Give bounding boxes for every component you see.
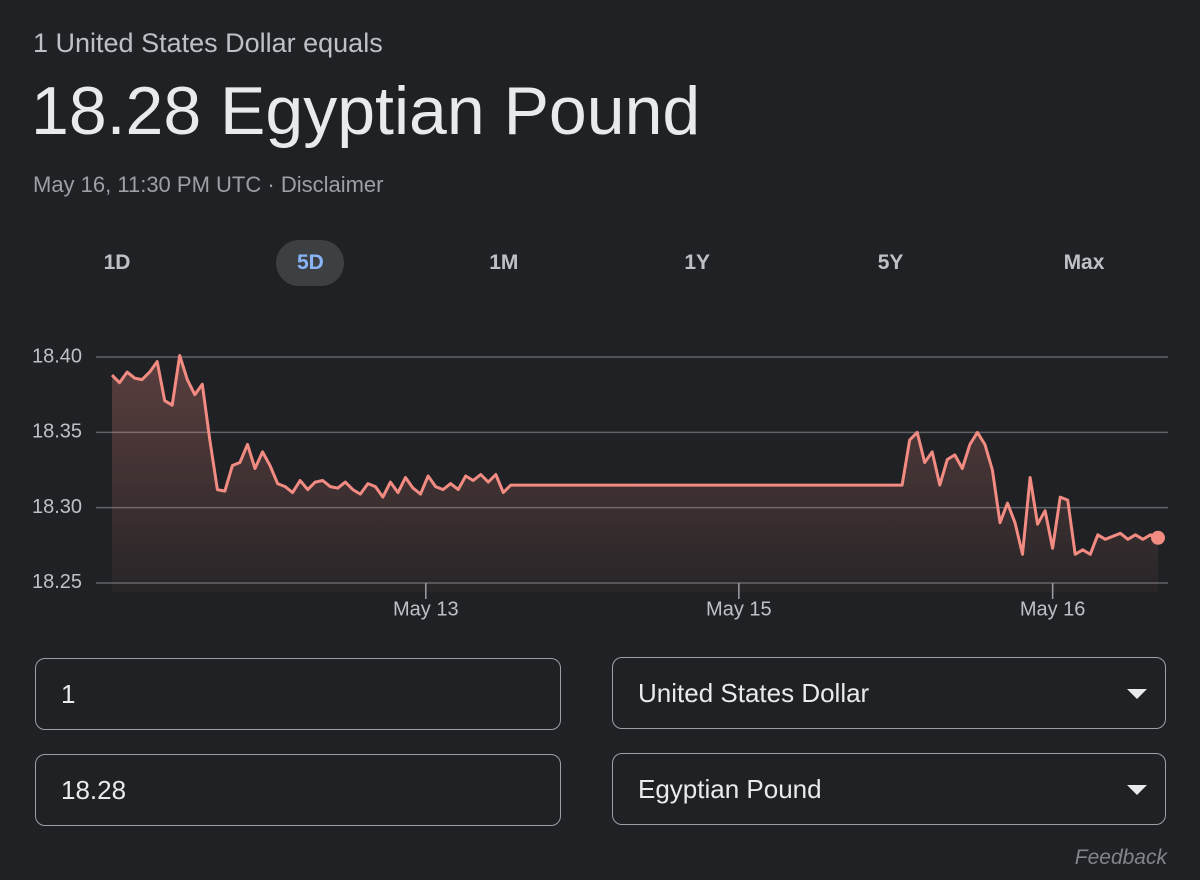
- to-currency: Egyptian Pound: [638, 774, 822, 804]
- range-tab[interactable]: 5D: [276, 240, 345, 286]
- y-tick-label: 18.25: [32, 571, 82, 593]
- x-tick-label: May 13: [393, 598, 459, 620]
- result-input[interactable]: 18.28: [35, 754, 561, 826]
- area-fill: [112, 355, 1158, 592]
- timestamp: May 16, 11:30 PM UTC: [33, 172, 262, 197]
- separator: ·: [267, 172, 275, 197]
- range-tab[interactable]: Max: [1063, 251, 1105, 274]
- chart: 18.25 18.30 18.35 18.40 May 13 May 15 May 16: [32, 345, 1168, 620]
- last-point: [1151, 530, 1165, 545]
- range-tab[interactable]: 5Y: [877, 251, 904, 274]
- x-tick-label: May 15: [706, 598, 772, 620]
- dropdown-arrow: [1127, 785, 1147, 795]
- range-tab[interactable]: 1Y: [684, 251, 711, 274]
- x-tick-label: May 16: [1020, 598, 1086, 620]
- y-tick-label: 18.30: [32, 496, 82, 518]
- y-tick-label: 18.35: [32, 421, 82, 443]
- range-tab[interactable]: 1D: [103, 251, 131, 274]
- subtitle: 1 United States Dollar equals: [33, 28, 383, 58]
- timestamp-row: May 16, 11:30 PM UTC · Disclaimer: [33, 172, 384, 198]
- feedback-link[interactable]: Feedback: [1074, 846, 1167, 869]
- y-tick-label: 18.40: [32, 345, 82, 367]
- headline: 18.28 Egyptian Pound: [31, 73, 701, 149]
- amount-input[interactable]: 1: [35, 658, 561, 730]
- dropdown-arrow: [1127, 689, 1147, 699]
- to-currency-select[interactable]: Egyptian Pound: [612, 753, 1166, 825]
- from-currency-select[interactable]: United States Dollar: [612, 657, 1166, 729]
- disclaimer-link[interactable]: Disclaimer: [280, 172, 384, 197]
- from-currency: United States Dollar: [638, 678, 870, 708]
- price-line: [110, 354, 1159, 556]
- range-tab[interactable]: 1M: [489, 251, 519, 274]
